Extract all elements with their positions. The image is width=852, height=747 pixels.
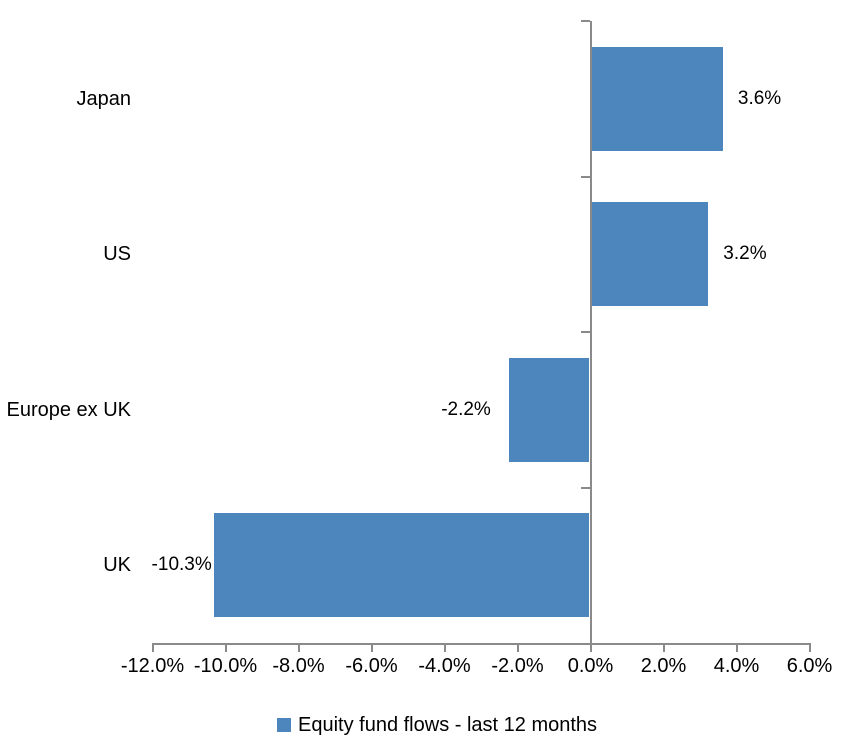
- x-tick-label: -12.0%: [120, 655, 185, 677]
- value-axis-tick: [297, 643, 300, 652]
- value-axis-tick: [808, 643, 811, 652]
- value-axis-tick: [662, 643, 665, 652]
- x-tick-label: -6.0%: [345, 655, 398, 677]
- x-tick-label: 6.0%: [786, 655, 833, 677]
- bar-value-label: 3.6%: [737, 87, 782, 109]
- bar-value-label: -2.2%: [441, 398, 491, 420]
- category-axis-line: [589, 21, 592, 652]
- category-axis-tick: [580, 20, 590, 22]
- category-axis-tick: [580, 486, 590, 489]
- bar: [509, 357, 590, 462]
- value-axis-tick: [589, 643, 592, 652]
- bar-value-label: -10.3%: [151, 554, 212, 576]
- category-axis-tick: [580, 331, 590, 333]
- legend-label: Equity fund flows - last 12 months: [298, 714, 598, 736]
- legend: Equity fund flows - last 12 months: [277, 711, 597, 739]
- value-axis-tick: [516, 643, 519, 652]
- x-tick-label: -2.0%: [491, 655, 544, 677]
- bar: [591, 202, 709, 307]
- value-axis-tick: [224, 643, 227, 652]
- x-tick-label: -8.0%: [272, 655, 325, 677]
- x-tick-label: 2.0%: [640, 655, 687, 677]
- value-axis-tick: [443, 643, 446, 652]
- bar-value-label: 3.2%: [723, 243, 767, 265]
- value-axis-tick: [370, 643, 373, 652]
- bar: [591, 46, 723, 151]
- category-label: UK: [103, 554, 131, 577]
- category-label: US: [103, 243, 131, 266]
- bar: [213, 513, 590, 618]
- value-axis-tick: [151, 643, 154, 652]
- value-axis-line: [151, 643, 811, 645]
- value-axis-tick: [735, 643, 738, 652]
- category-axis-tick: [580, 175, 590, 178]
- category-label: Europe ex UK: [6, 398, 131, 421]
- category-label: Japan: [76, 87, 132, 110]
- x-tick-label: -4.0%: [418, 655, 471, 677]
- x-tick-label: 0.0%: [567, 655, 614, 677]
- x-tick-label: 4.0%: [713, 655, 760, 677]
- legend-swatch-icon: [277, 718, 291, 732]
- x-tick-label: -10.0%: [193, 655, 258, 677]
